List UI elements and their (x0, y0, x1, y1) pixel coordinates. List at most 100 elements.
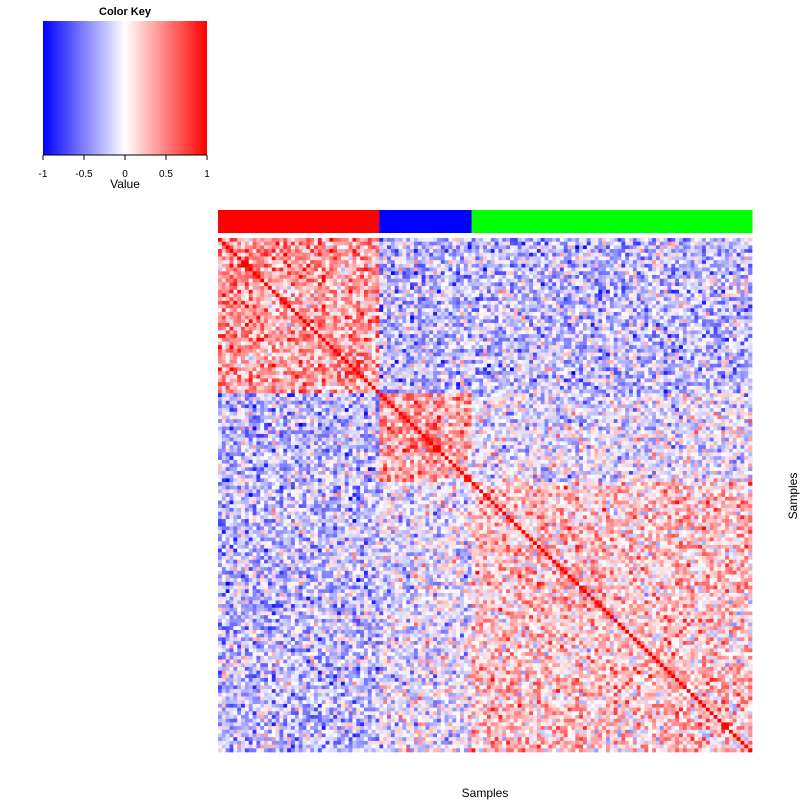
heatmap-cell (659, 241, 664, 246)
heatmap-cell (713, 319, 718, 324)
heatmap-cell (410, 304, 415, 309)
heatmap-cell (413, 323, 419, 328)
heatmap-cell (221, 263, 227, 268)
heatmap-cell (598, 289, 603, 294)
heatmap-cell (402, 260, 407, 265)
heatmap-cell (329, 241, 334, 246)
heatmap-cell (652, 293, 657, 298)
heatmap-cell (594, 363, 599, 368)
heatmap-cell (287, 289, 292, 294)
heatmap-cell (306, 304, 311, 309)
heatmap-cell (644, 271, 649, 276)
heatmap-cell (317, 348, 323, 353)
heatmap-cell (506, 311, 511, 317)
heatmap-cell (498, 308, 503, 313)
heatmap-cell (744, 337, 749, 342)
heatmap-cell (736, 286, 741, 291)
heatmap-cell (709, 323, 714, 328)
heatmap-cell (563, 263, 568, 268)
heatmap-cell (421, 297, 426, 302)
heatmap-cell (652, 271, 657, 276)
heatmap-cell (229, 315, 234, 320)
heatmap-cell (425, 260, 430, 265)
heatmap-cell (387, 315, 392, 320)
heatmap-cell (348, 278, 353, 283)
heatmap-cell (314, 323, 319, 328)
heatmap-cell (287, 308, 292, 313)
heatmap-cell (271, 300, 276, 305)
heatmap-cell (598, 311, 603, 317)
heatmap-cell (433, 304, 438, 309)
heatmap-cell (267, 249, 273, 254)
heatmap-cell (287, 341, 292, 346)
heatmap-cell (398, 319, 403, 324)
heatmap-cell (567, 367, 572, 372)
heatmap-cell (363, 289, 369, 294)
heatmap-cell (629, 345, 634, 350)
heatmap-cell (517, 300, 522, 305)
heatmap-cell (379, 245, 384, 250)
heatmap-cell (636, 323, 641, 328)
heatmap-cell (525, 348, 530, 353)
heatmap-cell (744, 274, 749, 280)
heatmap-cell (417, 256, 422, 261)
heatmap-cell (279, 345, 284, 350)
heatmap-cell (225, 271, 230, 276)
heatmap-cell (410, 345, 415, 350)
heatmap-cell (521, 249, 526, 254)
heatmap-cell (225, 260, 230, 265)
heatmap-cell (502, 345, 507, 350)
heatmap-cell (632, 360, 638, 365)
heatmap-cell (321, 315, 326, 320)
heatmap-cell (383, 352, 388, 357)
heatmap-cell (659, 326, 664, 331)
heatmap-cell (613, 323, 618, 328)
heatmap-cell (333, 249, 338, 254)
heatmap-cell (575, 330, 580, 335)
heatmap-cell (402, 263, 407, 268)
heatmap-cell (509, 263, 515, 268)
heatmap-cell (252, 315, 257, 320)
heatmap-cell (371, 308, 376, 313)
heatmap-cell (390, 245, 396, 250)
heatmap-cell (471, 249, 476, 254)
heatmap-cell (717, 345, 722, 350)
heatmap-cell (732, 282, 737, 287)
heatmap-cell (675, 278, 680, 283)
heatmap-cell (348, 330, 353, 335)
heatmap-cell (609, 341, 615, 346)
heatmap-cell (302, 249, 307, 254)
heatmap-cell (252, 245, 257, 250)
heatmap-cell (371, 252, 376, 257)
heatmap-cell (744, 282, 749, 287)
heatmap-cell (429, 278, 434, 283)
heatmap-cell (740, 319, 745, 324)
heatmap-cell (325, 249, 330, 254)
heatmap-cell (237, 241, 242, 246)
heatmap-cell (652, 256, 657, 261)
heatmap-cell (556, 345, 561, 350)
heatmap-cell (394, 286, 399, 291)
heatmap-cell (698, 286, 703, 291)
heatmap-cell (536, 337, 542, 342)
heatmap-cell (348, 267, 353, 272)
heatmap-cell (586, 245, 591, 250)
heatmap-cell (333, 345, 338, 350)
heatmap-cell (433, 245, 438, 250)
heatmap-cell (502, 367, 507, 372)
heatmap-cell (521, 300, 526, 305)
heatmap-cell (367, 300, 373, 305)
heatmap-cell (413, 356, 419, 361)
heatmap-cell (513, 326, 518, 331)
heatmap-cell (302, 323, 307, 328)
heatmap-cell (629, 326, 634, 331)
heatmap-cell (460, 356, 465, 361)
heatmap-cell (721, 319, 726, 324)
heatmap-cell (625, 345, 630, 350)
heatmap-cell (467, 274, 472, 280)
heatmap-cell (713, 323, 718, 328)
heatmap-cell (348, 260, 353, 265)
heatmap-cell (513, 308, 518, 313)
heatmap-cell (490, 330, 495, 335)
heatmap-cell (525, 330, 530, 335)
